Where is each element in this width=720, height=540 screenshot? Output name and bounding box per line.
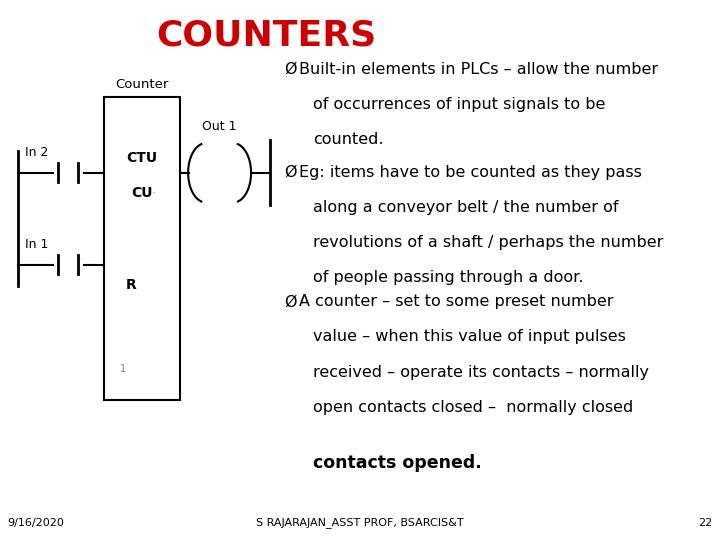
Text: received – operate its contacts – normally: received – operate its contacts – normal… bbox=[313, 364, 649, 380]
Text: Ø: Ø bbox=[284, 62, 297, 77]
Text: Built-in elements in PLCs – allow the number: Built-in elements in PLCs – allow the nu… bbox=[299, 62, 658, 77]
Text: contacts opened.: contacts opened. bbox=[313, 454, 482, 471]
Text: Counter: Counter bbox=[115, 78, 169, 91]
Bar bbox=[104, 97, 180, 400]
Text: of occurrences of input signals to be: of occurrences of input signals to be bbox=[313, 97, 606, 112]
Text: 1: 1 bbox=[120, 364, 127, 374]
Text: counted.: counted. bbox=[313, 132, 384, 147]
Text: In 1: In 1 bbox=[25, 238, 48, 251]
Text: CU: CU bbox=[132, 186, 153, 200]
Text: 9/16/2020: 9/16/2020 bbox=[7, 518, 64, 528]
Text: .: . bbox=[152, 185, 156, 195]
Text: Out 1: Out 1 bbox=[202, 120, 237, 133]
Text: open contacts closed –  normally closed: open contacts closed – normally closed bbox=[313, 400, 634, 415]
Text: CTU: CTU bbox=[127, 151, 158, 165]
Text: value – when this value of input pulses: value – when this value of input pulses bbox=[313, 329, 626, 345]
Text: S RAJARAJAN_ASST PROF, BSARCIS&T: S RAJARAJAN_ASST PROF, BSARCIS&T bbox=[256, 517, 464, 528]
Text: Eg: items have to be counted as they pass: Eg: items have to be counted as they pas… bbox=[299, 165, 642, 180]
Text: A counter – set to some preset number: A counter – set to some preset number bbox=[299, 294, 613, 309]
Text: revolutions of a shaft / perhaps the number: revolutions of a shaft / perhaps the num… bbox=[313, 235, 664, 250]
Text: Ø: Ø bbox=[284, 165, 297, 180]
Text: COUNTERS: COUNTERS bbox=[156, 19, 377, 53]
Text: Ø: Ø bbox=[284, 294, 297, 309]
Text: of people passing through a door.: of people passing through a door. bbox=[313, 270, 584, 285]
Text: 22: 22 bbox=[698, 518, 713, 528]
Text: along a conveyor belt / the number of: along a conveyor belt / the number of bbox=[313, 200, 618, 215]
Text: R: R bbox=[125, 278, 136, 292]
Text: In 2: In 2 bbox=[25, 146, 48, 159]
